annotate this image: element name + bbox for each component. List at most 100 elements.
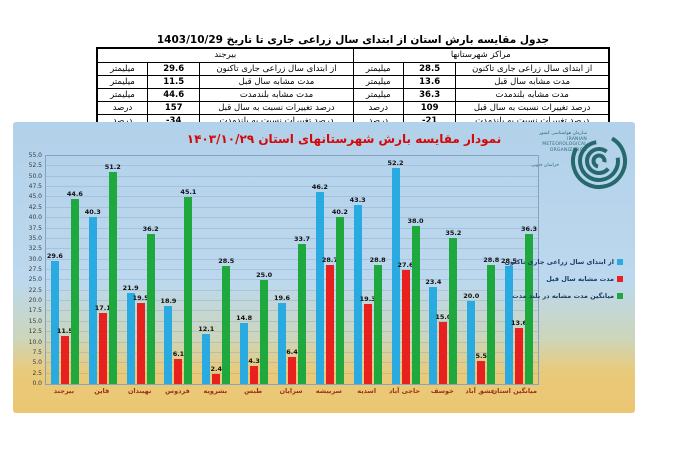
bar-1-11 — [477, 361, 486, 384]
bar-value-label: 17.1 — [94, 304, 111, 313]
y-axis-tick-label: 40.0 — [28, 214, 42, 222]
birjand-value: 157 — [146, 101, 201, 115]
bar-value-label: 44.6 — [66, 190, 83, 199]
bar-1-9 — [401, 269, 410, 384]
bar-value-label: 15.0 — [435, 312, 452, 321]
bar-0-2 — [126, 293, 135, 384]
bar-value-label: 28.7 — [321, 256, 338, 265]
y-axis-tick-label: 55.0 — [28, 152, 42, 159]
bar-0-12 — [505, 265, 514, 384]
y-axis-tick-label: 22.5 — [28, 286, 42, 294]
plot-area: 0.0 2.5 5.0 7.5 10.0 12.5 15.0 17.5 20.0 22.5 25.0… — [29, 153, 539, 387]
spiral-logo-icon — [571, 133, 627, 190]
bar-value-label: 45.1 — [180, 188, 197, 197]
table-body: مراکز شهرستانها بیرجند از ابتدای سال زراعی… — [96, 47, 610, 129]
gridline — [46, 227, 538, 229]
bar-value-label: 36.2 — [142, 224, 159, 233]
gridline — [46, 351, 538, 353]
bar-1-7 — [325, 265, 334, 384]
row-label: مدت مشابه سال قبل — [455, 75, 610, 89]
logo-en-line-3: ORGANIZATION — [549, 147, 587, 153]
gridline — [46, 341, 538, 343]
legend-swatch-icon — [617, 259, 623, 265]
bar-2-8 — [373, 264, 382, 384]
gridline — [46, 310, 538, 312]
gridline — [46, 289, 538, 291]
logo-en-line-1: IRANIAN — [567, 136, 587, 142]
y-axis-tick-label: 7.5 — [32, 348, 42, 356]
birjand-value: 29.6 — [146, 62, 201, 76]
bar-1-3 — [174, 358, 183, 384]
legend-item-0: از ابتدای سال زراعی جاری تاکنون — [504, 258, 623, 266]
bar-value-label: 43.3 — [349, 195, 366, 204]
gridline — [46, 237, 538, 239]
header-county-centers: مراکز شهرستانها — [352, 47, 610, 63]
bar-2-1 — [108, 171, 117, 384]
birjand-unit: میلیمتر — [96, 75, 148, 89]
bar-value-label: 21.9 — [122, 284, 139, 293]
row-label: مدت مشابه بلندمدت — [455, 88, 610, 102]
centers-value: 109 — [402, 101, 457, 115]
table-row: از ابتدای سال زراعی جاری تاکنون 28.5 میلیم… — [96, 62, 610, 76]
x-axis-label-9: حاجی آباد — [388, 387, 421, 395]
row-label: از ابتدای سال زراعی جاری تاکنون — [199, 62, 354, 76]
bar-value-label: 23.4 — [425, 278, 442, 286]
y-axis-tick-label: 45.0 — [28, 193, 42, 201]
bar-0-10 — [429, 287, 438, 384]
meteorological-organization-logo: سازمان هواشناسی کشور IRANIAN METEOROLOGI… — [523, 127, 631, 201]
bar-1-0 — [60, 336, 69, 384]
bar-value-label: 20.0 — [463, 292, 480, 301]
y-axis-tick-label: 37.5 — [28, 224, 42, 232]
legend-swatch-icon — [617, 293, 623, 299]
bar-1-5 — [250, 366, 259, 384]
bar-0-11 — [467, 301, 476, 384]
bar-2-7 — [335, 217, 344, 384]
bar-0-3 — [164, 305, 173, 384]
logo-en-line-2: METEOROLOGICAL — [542, 142, 587, 147]
x-axis-label-11: عشق آباد — [465, 387, 496, 395]
x-axis-label-12: میانگین استان — [491, 387, 537, 395]
bar-1-12 — [515, 327, 524, 384]
bar-value-label: 36.3 — [521, 224, 538, 233]
bar-value-label: 12.1 — [198, 324, 215, 333]
y-axis-tick-label: 5.0 — [32, 359, 42, 367]
legend-label: میانگین مدت مشابه در بلند مدت — [512, 292, 614, 300]
precipitation-table-section: جدول مقایسه بارش استان از ابتدای سال زرا… — [96, 34, 610, 129]
centers-unit: میلیمتر — [352, 62, 404, 76]
bar-value-label: 46.2 — [311, 183, 328, 192]
bar-0-0 — [50, 261, 59, 384]
table-row: مدت مشابه سال قبل 13.6 میلیمتر مدت مشابه سا… — [96, 75, 610, 89]
bar-0-1 — [88, 216, 97, 384]
x-axis-label-4: بشرویه — [203, 387, 228, 395]
bar-2-2 — [146, 233, 155, 384]
y-axis-tick-label: 47.5 — [28, 183, 42, 191]
y-axis-tick-label: 25.0 — [28, 276, 42, 284]
bar-value-label: 51.2 — [104, 162, 121, 171]
bar-1-4 — [212, 374, 221, 384]
row-label: مدت مشابه بلندمدت — [199, 88, 354, 102]
bar-0-4 — [202, 333, 211, 384]
gridline — [46, 165, 538, 167]
bar-value-label: 19.5 — [132, 294, 149, 303]
bar-1-6 — [288, 357, 296, 384]
birjand-unit: میلیمتر — [96, 62, 148, 76]
bar-2-10 — [449, 238, 458, 384]
x-axis-label-5: طبس — [244, 387, 263, 395]
centers-unit: میلیمتر — [352, 88, 404, 102]
birjand-unit: درصد — [96, 101, 148, 115]
legend: از ابتدای سال زراعی جاری تاکنون مدت مشابه… — [504, 258, 623, 309]
y-axis-tick-label: 27.5 — [28, 266, 42, 273]
table-title: جدول مقایسه بارش استان از ابتدای سال زرا… — [156, 34, 550, 46]
row-label: مدت مشابه سال قبل — [199, 75, 354, 89]
birjand-value: 11.5 — [146, 75, 201, 89]
y-axis-tick-label: 32.5 — [28, 245, 42, 253]
bar-value-label: 13.6 — [511, 318, 528, 327]
bar-0-6 — [278, 302, 286, 384]
bar-2-0 — [70, 199, 79, 384]
y-axis-tick-label: 50.0 — [28, 172, 42, 180]
centers-unit: درصد — [352, 101, 404, 115]
bar-1-2 — [136, 303, 145, 384]
birjand-value: 44.6 — [146, 88, 201, 102]
gridline — [46, 320, 538, 322]
